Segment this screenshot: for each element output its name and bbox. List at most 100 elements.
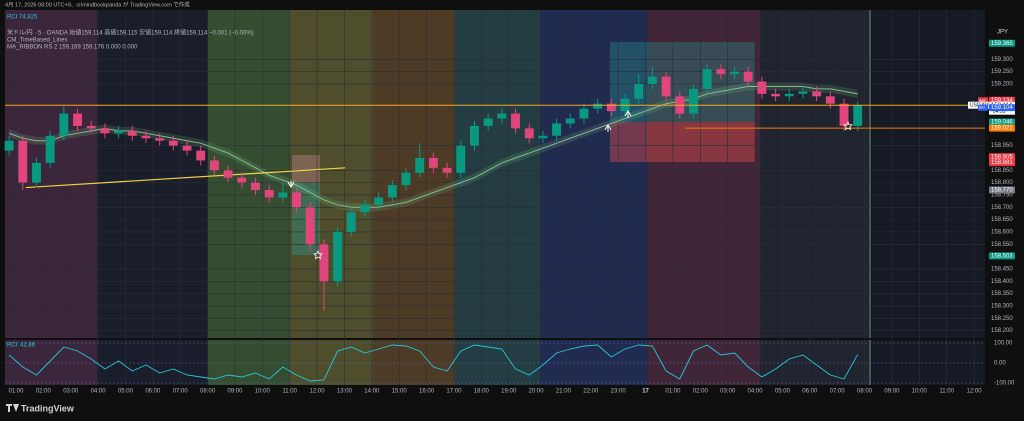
candle-body [702, 69, 712, 89]
legend-line: 米ドル/円 · 5 · OANDA 始値159.114 高値159.115 安値… [7, 29, 254, 37]
candle-body [182, 145, 192, 151]
candle-body [346, 212, 356, 232]
y-tick-label: 158.700 [991, 205, 1013, 211]
x-tick-label: 15:00 [392, 389, 408, 395]
candle-body [415, 157, 425, 173]
x-tick-label: 18:00 [474, 389, 490, 395]
buy-arrow [624, 110, 632, 118]
x-tick-label: 10:00 [912, 389, 928, 395]
candle-body [292, 192, 301, 208]
x-tick-label: 05:00 [118, 389, 134, 395]
candle-body [757, 81, 767, 94]
candle-body [127, 130, 137, 136]
signals [287, 110, 853, 260]
candle-body [743, 71, 753, 82]
price-tag [989, 104, 1015, 112]
y-tick-label: 158.250 [991, 316, 1013, 322]
candle-body [661, 76, 671, 97]
y-tick-label: 159.300 [991, 57, 1013, 63]
x-tick-label: 03:00 [720, 389, 736, 395]
price-tag [989, 39, 1015, 47]
band [208, 10, 290, 385]
x-tick-label: 17:00 [446, 389, 462, 395]
x-tick-label: 02:00 [36, 389, 52, 395]
x-tick-label: 07:00 [173, 389, 189, 395]
marks [4, 64, 863, 382]
candle-body [333, 231, 343, 282]
candle-body [100, 128, 110, 134]
price-tag-label: 158.503 [991, 253, 1013, 259]
price-tag-label: 159.365 [991, 41, 1013, 47]
candle-body [155, 138, 165, 141]
price-tag [989, 252, 1015, 260]
candle-body [305, 207, 315, 245]
y-tick-label: 158.800 [991, 180, 1013, 186]
star [313, 250, 323, 260]
candle-body [784, 93, 794, 97]
candle-body [45, 135, 55, 163]
x-tick-label: 13:00 [337, 389, 353, 395]
band [5, 10, 97, 385]
price-axis [985, 10, 1024, 385]
tag-name-bg [978, 97, 988, 104]
candle-body [4, 140, 14, 151]
candle-body [771, 93, 781, 97]
short-box [610, 122, 755, 162]
x-tick-label: 11:00 [939, 389, 954, 395]
candle-body [387, 185, 397, 198]
x-tick-label: 16:00 [419, 389, 435, 395]
x-tick-label: 19:00 [501, 389, 517, 395]
candle-body [798, 91, 808, 94]
candle-body [839, 103, 849, 126]
price-tag [989, 118, 1015, 126]
price-tag-label: 159.021 [991, 126, 1013, 132]
x-tick-label: 14:00 [364, 389, 380, 395]
x-tick-label: 12:00 [310, 389, 326, 395]
rci-value: 42.86 [20, 343, 36, 349]
x-tick-label: 12:00 [967, 389, 983, 395]
pane-separator [0, 338, 985, 340]
rci-line [8, 344, 859, 382]
candle-body [470, 125, 479, 146]
candle-body [141, 135, 151, 139]
candle-body [579, 108, 589, 119]
candle-body [456, 145, 466, 173]
trend-line [25, 167, 346, 189]
x-tick-label: 03:00 [63, 389, 79, 395]
candle-body [647, 76, 657, 84]
tag-name: Bid [979, 105, 985, 110]
price-tag-label: 159.046 [991, 120, 1013, 126]
x-tick-label: 04:00 [748, 389, 764, 395]
session-bands [5, 10, 870, 385]
x-tick-label: 09:00 [227, 389, 243, 395]
x-tick-label: 17 [642, 389, 649, 395]
y-tick-label: 158.650 [991, 217, 1013, 223]
candle-body [538, 135, 548, 139]
short-box [292, 155, 320, 183]
legend-line: RCI 74.825 [7, 15, 38, 21]
band [760, 10, 870, 385]
y-tick-label: 158.550 [991, 242, 1013, 248]
price-tag [989, 153, 1015, 161]
candle-body [114, 130, 124, 134]
y-tick-label: 158.750 [991, 193, 1013, 199]
y-tick-label: 158.600 [991, 230, 1013, 236]
x-tick-label: 08:00 [200, 389, 216, 395]
x-tick-label: 20:00 [529, 389, 545, 395]
candle-body [689, 88, 698, 114]
candle-body [360, 204, 370, 213]
candle-body [511, 113, 520, 129]
x-tick-label: 22:00 [583, 389, 599, 395]
band [540, 10, 648, 385]
sell-arrow [287, 181, 295, 188]
ma-line [8, 85, 858, 208]
y-tick-label: 159.250 [991, 69, 1013, 75]
rci-tick-label: 0.00 [994, 361, 1006, 367]
x-tick-label: 05:00 [775, 389, 791, 395]
x-tick-label: 06:00 [145, 389, 161, 395]
y-tick-label: 158.850 [991, 168, 1013, 174]
candle-body [825, 96, 835, 104]
candle-body [552, 123, 562, 136]
x-tick-label: 06:00 [802, 389, 818, 395]
candle-body [319, 244, 329, 282]
